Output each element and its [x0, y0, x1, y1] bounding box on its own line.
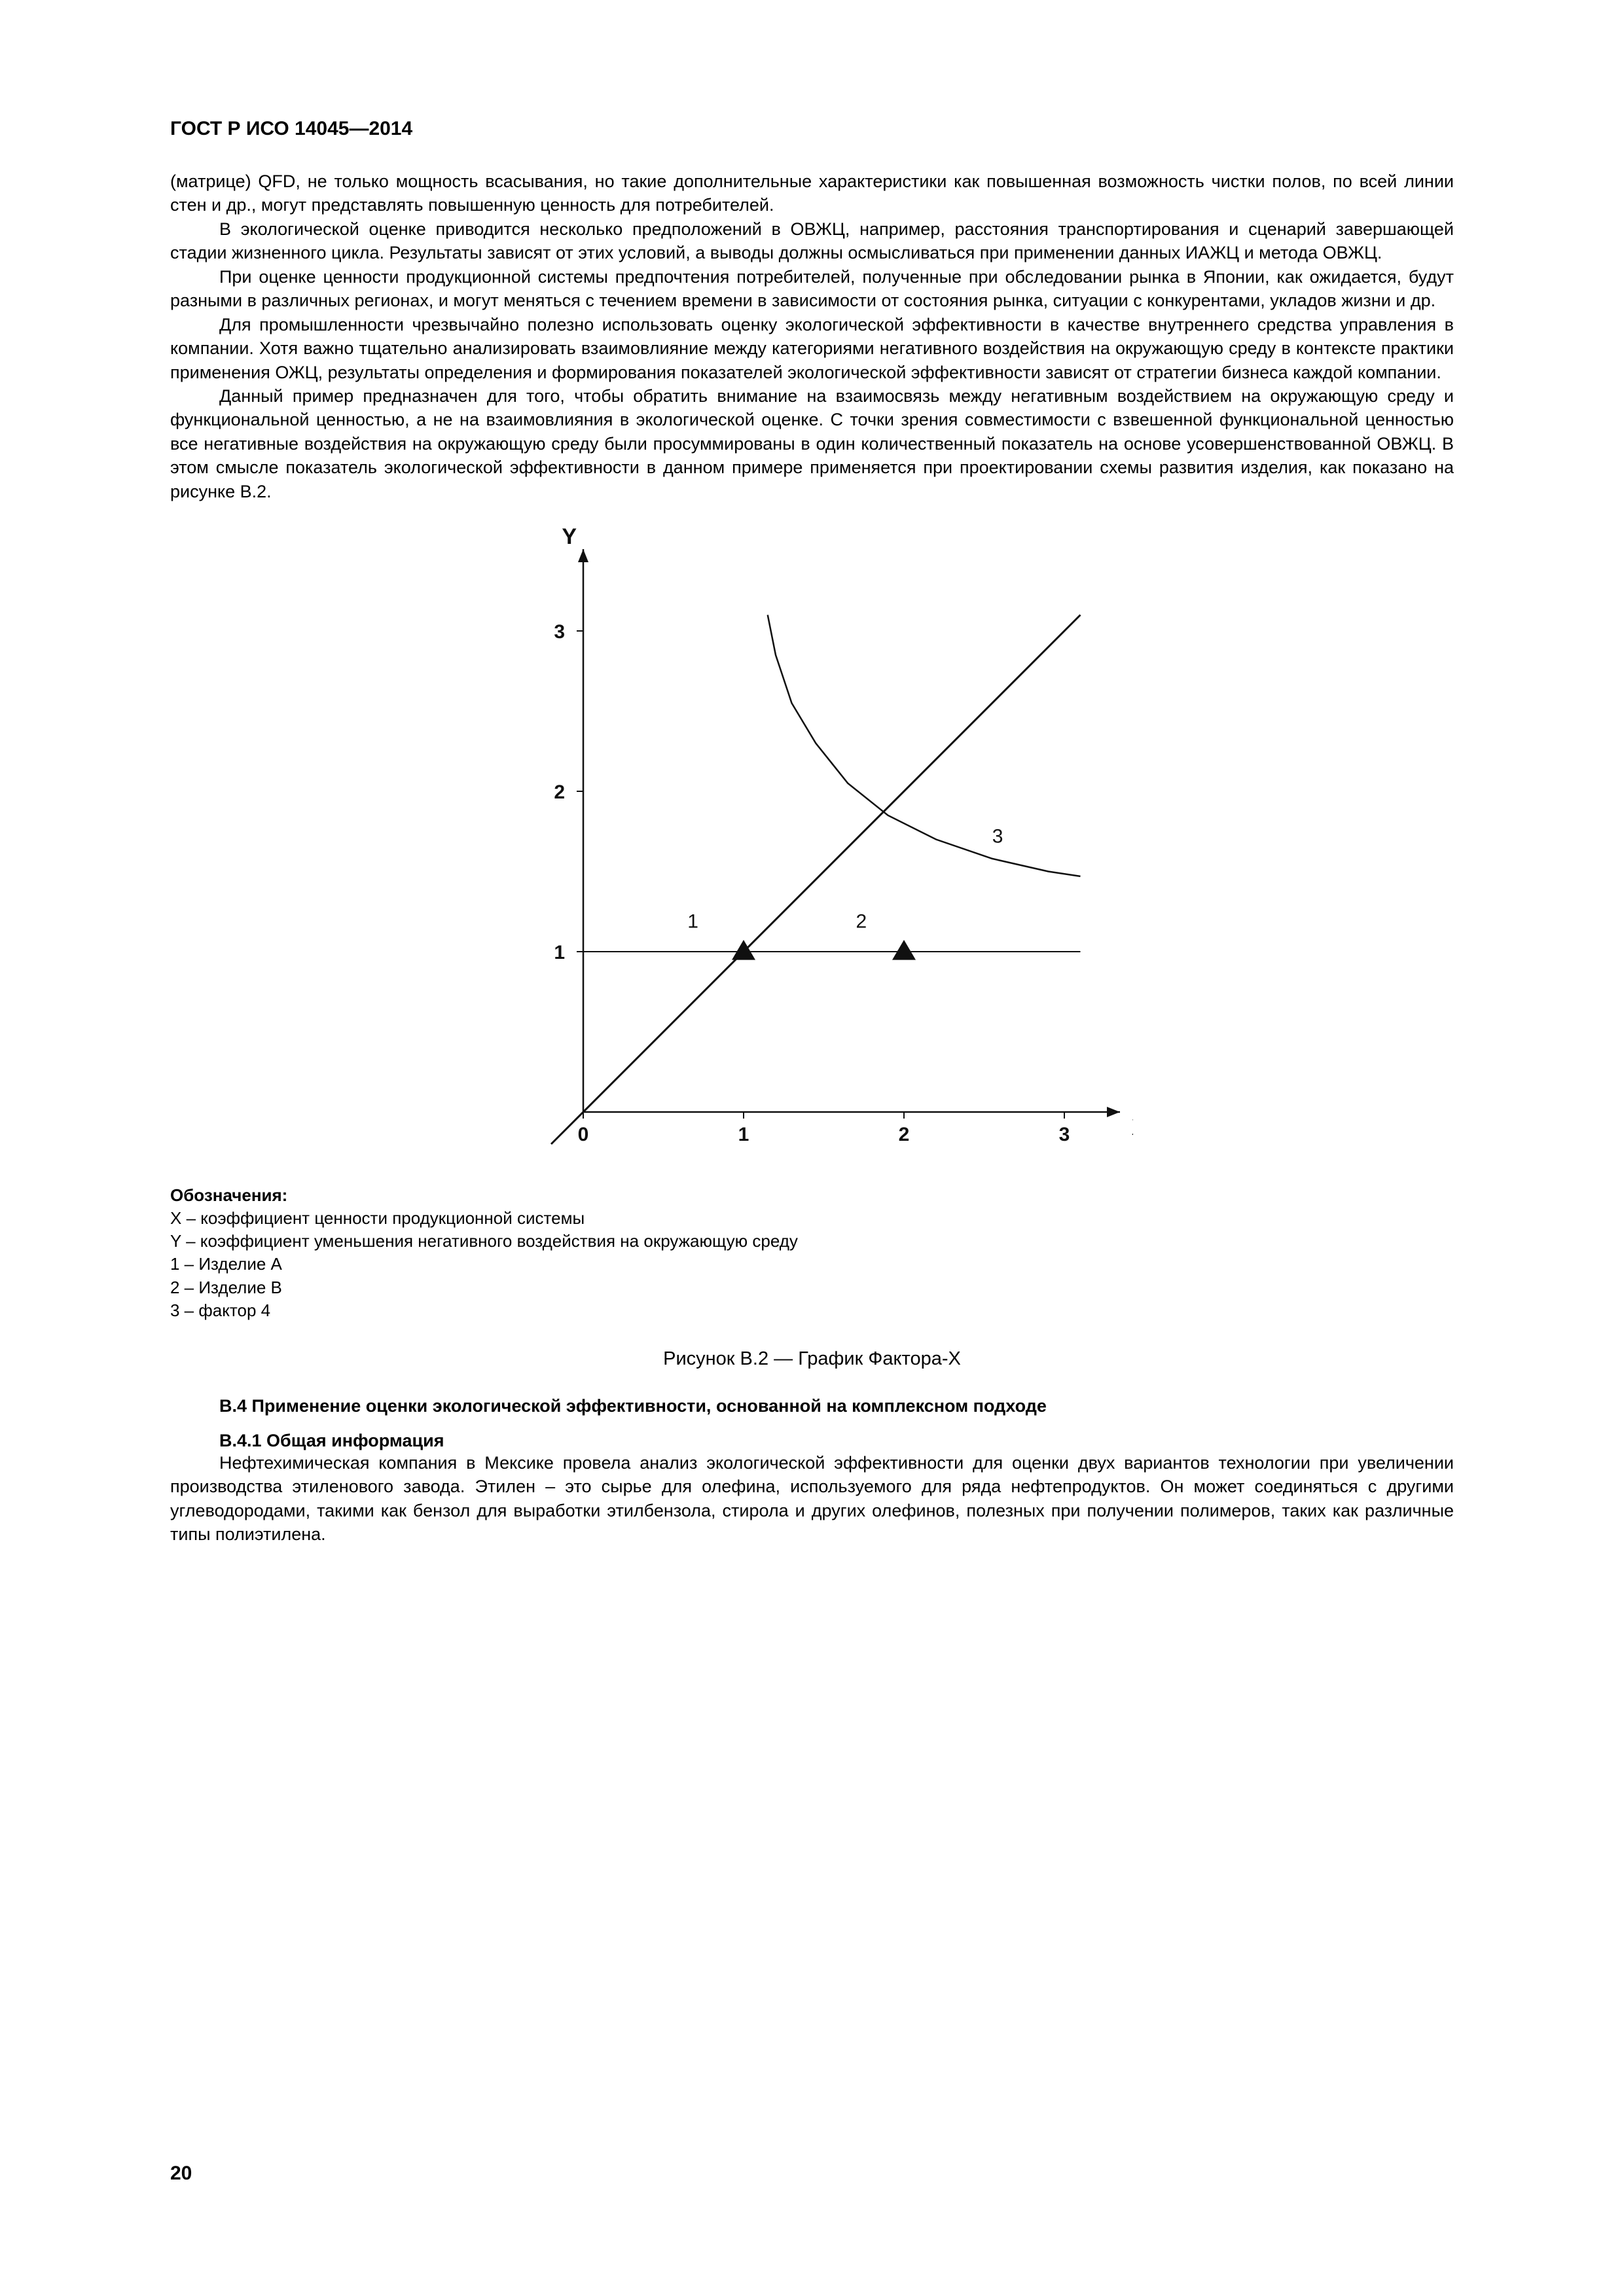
legend-2: 2 – Изделие В [170, 1276, 1454, 1299]
section-b41-heading: В.4.1 Общая информация [170, 1431, 1454, 1451]
svg-text:2: 2 [554, 781, 565, 803]
svg-text:3: 3 [554, 621, 565, 643]
para-5: Данный пример предназначен для того, что… [170, 384, 1454, 503]
svg-text:3: 3 [1058, 1124, 1070, 1145]
para-1: (матрице) QFD, не только мощность всасыв… [170, 170, 1454, 217]
svg-text:3: 3 [992, 826, 1003, 848]
para-3: При оценке ценности продукционной систем… [170, 265, 1454, 313]
para-6: Нефтехимическая компания в Мексике прове… [170, 1451, 1454, 1547]
para-2: В экологической оценке приводится нескол… [170, 217, 1454, 265]
svg-text:X: X [1132, 1115, 1133, 1140]
chart-container: 0 1 2 3 1 2 3 X Y 1 2 3 [170, 523, 1454, 1164]
legend-title: Обозначения: [170, 1184, 1454, 1207]
page-number: 20 [170, 2162, 192, 2185]
svg-text:0: 0 [577, 1124, 588, 1145]
document-header: ГОСТ Р ИСО 14045—2014 [170, 118, 1454, 140]
svg-text:2: 2 [856, 910, 867, 932]
legend-x: X – коэффициент ценности продукционной с… [170, 1207, 1454, 1230]
section-b4-heading: В.4 Применение оценки экологической эффе… [170, 1396, 1454, 1416]
svg-text:1: 1 [738, 1124, 749, 1145]
svg-text:Y: Y [562, 524, 577, 549]
svg-text:1: 1 [687, 910, 698, 932]
body-text-block: (матрице) QFD, не только мощность всасыв… [170, 170, 1454, 503]
legend-y: Y – коэффициент уменьшения негативного в… [170, 1230, 1454, 1253]
legend-3: 3 – фактор 4 [170, 1299, 1454, 1322]
svg-text:2: 2 [898, 1124, 909, 1145]
legend-block: Обозначения: X – коэффициент ценности пр… [170, 1184, 1454, 1322]
svg-text:1: 1 [554, 942, 565, 963]
body-text-block-2: Нефтехимическая компания в Мексике прове… [170, 1451, 1454, 1547]
factor-x-chart: 0 1 2 3 1 2 3 X Y 1 2 3 [492, 523, 1133, 1164]
figure-caption: Рисунок В.2 — График Фактора-Х [170, 1348, 1454, 1370]
para-4: Для промышленности чрезвычайно полезно и… [170, 313, 1454, 384]
legend-1: 1 – Изделие А [170, 1253, 1454, 1276]
